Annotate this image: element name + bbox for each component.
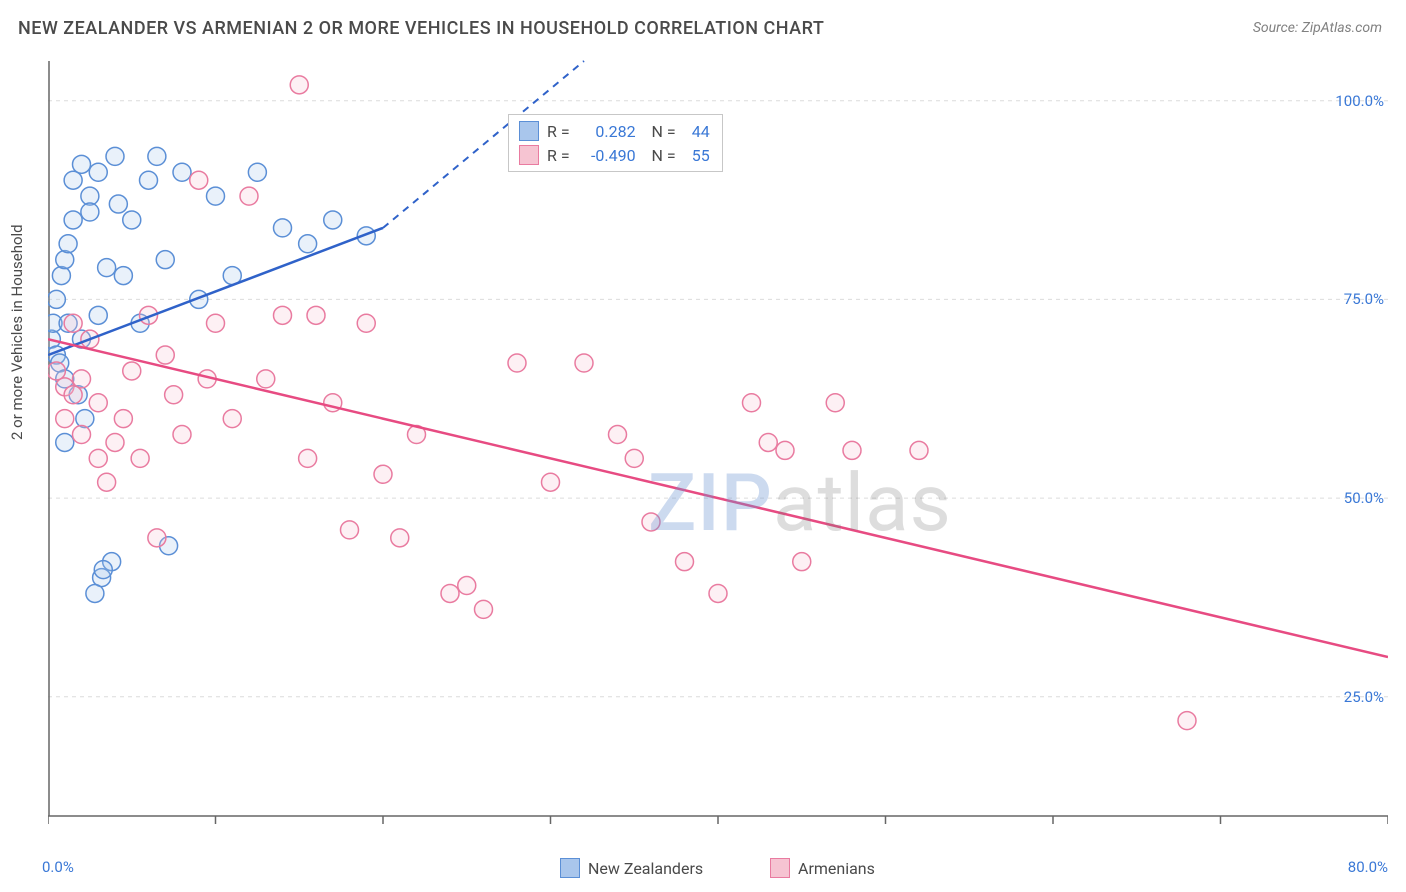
r-label: R = [547,146,570,165]
plot-area: ZIPatlas R = 0.282 N = 44 R = -0.490 N =… [48,56,1388,846]
y-tick-label-25: 25.0% [1344,688,1384,706]
legend-item-1: Armenians [770,858,875,878]
swatch-series-0 [519,121,539,141]
correlation-row-1: R = -0.490 N = 55 [519,143,710,167]
x-tick-label-max: 80.0% [1348,858,1388,876]
n-label: N = [644,122,676,141]
r-value-1: -0.490 [578,146,636,165]
y-axis-label: 2 or more Vehicles in Household [8,224,26,440]
y-tick-label-50: 50.0% [1344,489,1384,507]
source-attribution: Source: ZipAtlas.com [1253,20,1382,36]
correlation-row-0: R = 0.282 N = 44 [519,119,710,143]
r-value-0: 0.282 [578,122,636,141]
legend-item-0: New Zealanders [560,858,703,878]
n-value-1: 55 [684,146,710,165]
legend-label-0: New Zealanders [588,859,703,878]
legend-swatch-1 [770,858,790,878]
scatter-chart-svg [48,56,1388,846]
swatch-series-1 [519,145,539,165]
legend-label-1: Armenians [798,859,875,878]
n-label: N = [644,146,676,165]
y-tick-label-75: 75.0% [1344,290,1384,308]
chart-title: NEW ZEALANDER VS ARMENIAN 2 OR MORE VEHI… [18,18,824,39]
r-label: R = [547,122,570,141]
legend-swatch-0 [560,858,580,878]
correlation-legend: R = 0.282 N = 44 R = -0.490 N = 55 [508,114,723,172]
n-value-0: 44 [684,122,710,141]
y-tick-label-100: 100.0% [1335,92,1384,110]
x-tick-label-min: 0.0% [42,858,74,876]
